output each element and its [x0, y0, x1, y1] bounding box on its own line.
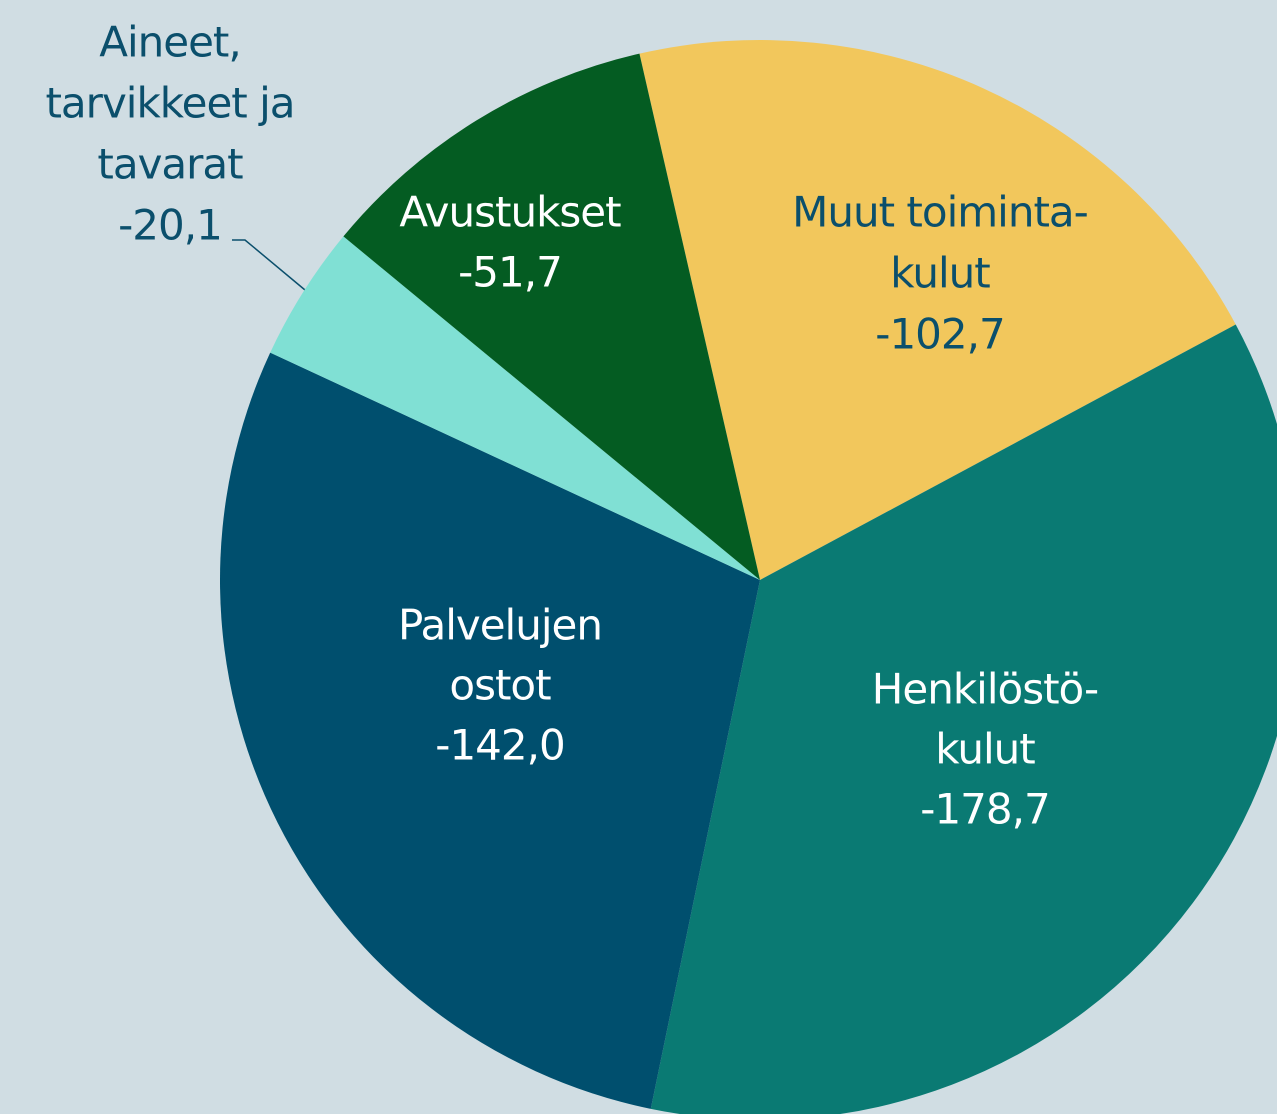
value-label: -51,7	[458, 248, 562, 297]
leader-line	[232, 239, 306, 291]
value-label: -142,0	[435, 721, 564, 770]
slice-label: Palvelujen	[398, 601, 602, 650]
pie-slice	[343, 53, 760, 580]
slice-label: Muut toiminta-	[792, 188, 1088, 237]
slice-label: kulut	[890, 249, 990, 298]
slice-label: ostot	[449, 661, 551, 710]
slice-label: tarvikkeet ja	[45, 79, 294, 128]
slice-label: Aineet,	[99, 18, 241, 67]
slice-label: kulut	[935, 725, 1035, 774]
slice-label: Henkilöstö-	[872, 665, 1098, 714]
value-label: -102,7	[875, 310, 1004, 359]
pie-slice	[639, 39, 1236, 580]
slice-label: tavarat	[97, 140, 243, 189]
slice-label: Avustukset	[399, 188, 621, 237]
pie-slice	[220, 352, 760, 1109]
pie-slice	[650, 324, 1277, 1114]
value-label: -178,7	[920, 785, 1049, 834]
pie-slice	[270, 236, 760, 580]
value-label: -20,1	[118, 201, 222, 250]
